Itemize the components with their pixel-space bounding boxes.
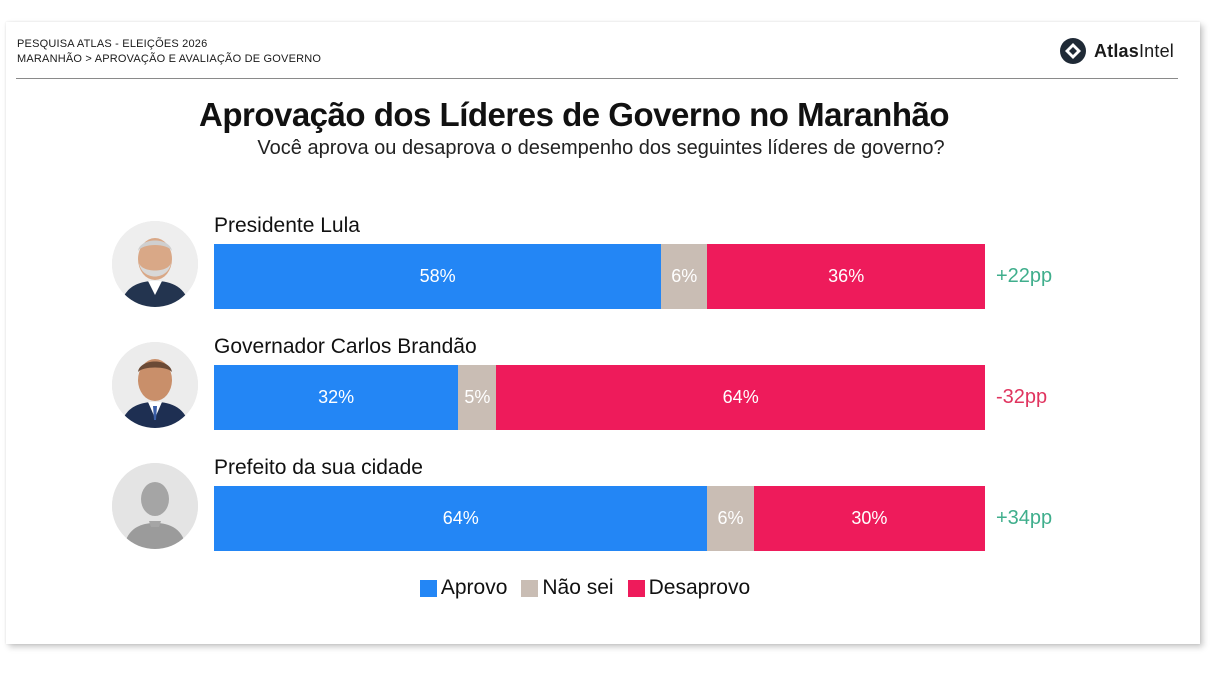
- bar-segment-approve: 58%: [214, 244, 662, 309]
- net-label: +22pp: [996, 265, 1053, 287]
- person-photo-icon: [112, 342, 198, 428]
- row-label: Governador Carlos Brandão: [214, 335, 477, 358]
- legend-item-unsure: Não sei: [521, 576, 614, 600]
- row-label: Prefeito da sua cidade: [214, 456, 423, 479]
- survey-header: PESQUISA ATLAS - ELEIÇÕES 2026: [17, 38, 208, 50]
- person-silhouette-icon: [112, 463, 198, 549]
- legend-label: Não sei: [542, 576, 614, 599]
- chart-title: Aprovação dos Líderes de Governo no Mara…: [198, 96, 950, 133]
- net-label: +34pp: [996, 507, 1053, 529]
- net-label: -32pp: [996, 386, 1048, 408]
- bar-segment-approve: 32%: [214, 365, 459, 430]
- bar-segment-unsure: 5%: [458, 365, 497, 430]
- chart-legend: Aprovo Não sei Desaprovo: [6, 576, 1164, 600]
- avatar-carlos-brandao: [112, 342, 198, 428]
- avatar-placeholder: [112, 463, 198, 549]
- row-label: Presidente Lula: [214, 214, 360, 237]
- atlasintel-logo: AtlasIntel: [1059, 36, 1174, 66]
- logo-wordmark: AtlasIntel: [1093, 40, 1174, 61]
- bar-segment-unsure: 6%: [661, 244, 708, 309]
- bar-segment-unsure: 6%: [707, 486, 754, 551]
- atlas-logo-icon: [1059, 38, 1086, 64]
- chart-subtitle: Você aprova ou desaprova o desempenho do…: [257, 137, 945, 159]
- stacked-bar: 32% 5% 64%: [214, 365, 985, 430]
- bar-segment-disapprove: 30%: [753, 486, 985, 551]
- legend-label: Aprovo: [440, 576, 508, 599]
- legend-swatch: [627, 579, 645, 597]
- person-photo-icon: [112, 221, 198, 307]
- legend-label: Desaprovo: [648, 576, 751, 599]
- stacked-bar: 64% 6% 30%: [214, 486, 985, 551]
- avatar-lula: [112, 221, 198, 307]
- bar-segment-disapprove: 36%: [707, 244, 985, 309]
- legend-swatch: [419, 579, 437, 597]
- bar-segment-disapprove: 64%: [496, 365, 985, 430]
- legend-item-approve: Aprovo: [419, 576, 508, 600]
- legend-swatch: [521, 579, 539, 597]
- chart-card: PESQUISA ATLAS - ELEIÇÕES 2026 MARANHÃO …: [6, 22, 1200, 644]
- breadcrumb: MARANHÃO > APROVAÇÃO E AVALIAÇÃO DE GOVE…: [17, 53, 322, 65]
- legend-item-disapprove: Desaprovo: [627, 576, 751, 600]
- bar-segment-approve: 64%: [214, 486, 708, 551]
- header-divider: [16, 78, 1178, 79]
- stacked-bar: 58% 6% 36%: [214, 244, 985, 309]
